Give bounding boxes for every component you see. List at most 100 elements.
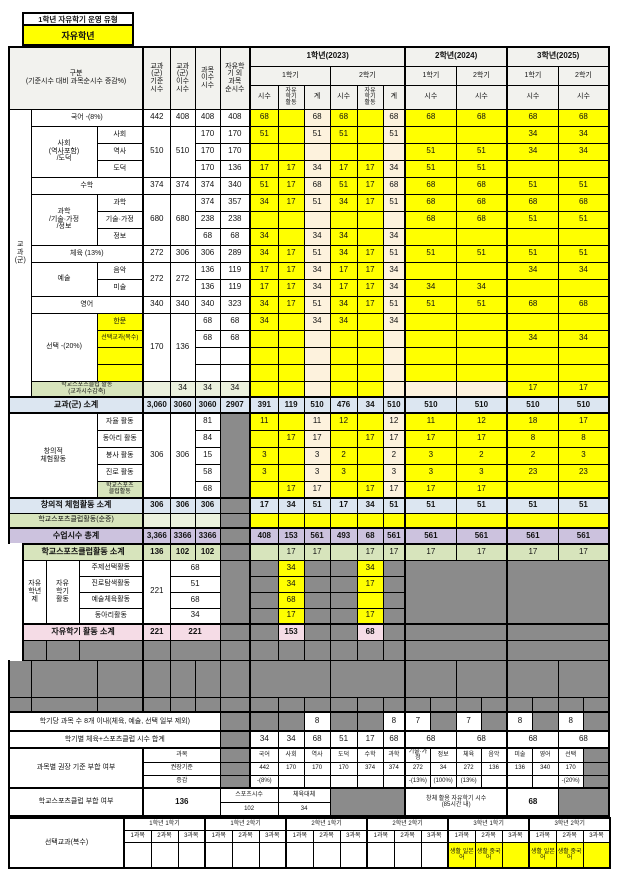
cell: 34 [382, 159, 406, 178]
cell: 119 [219, 278, 251, 297]
empty-cell [329, 591, 358, 609]
cell: 사회 [277, 746, 305, 763]
cell: 자유 학기 활동 [356, 84, 384, 110]
empty-cell [429, 711, 457, 732]
empty-cell [249, 591, 279, 609]
empty-cell [329, 329, 358, 348]
main-table-row: 시수 자유 학기 활동 계 시수 자유 학기 활동 계 시수 시수 시수 시수 [9, 84, 610, 110]
empty-cell [329, 210, 358, 229]
empty-cell [329, 559, 358, 577]
cell: 17 [506, 380, 559, 398]
cell: 51 [404, 295, 457, 314]
cell: 17 [356, 244, 384, 263]
cell: 11 [303, 412, 331, 431]
cell: 34 [329, 295, 358, 314]
cell: 교과(군) 소계 [8, 396, 144, 414]
empty-cell [45, 639, 80, 661]
empty-cell [277, 774, 305, 789]
main-table-row: 영어 340 340 340 323 34 17 51 34 17 51 51 51 68 68 [9, 295, 610, 314]
empty-cell [277, 363, 305, 382]
empty-cell [455, 380, 508, 398]
empty-cell [480, 696, 508, 713]
cell: 진로 활동 [96, 463, 144, 482]
main-table-row: 수학 374 374 374 340 51 17 68 51 17 68 68 68 51 51 [9, 176, 610, 195]
cell: 3 [303, 446, 331, 465]
cell: 51 [303, 125, 331, 144]
empty-cell [277, 463, 305, 482]
cell: 34 [249, 193, 279, 212]
empty-cell [303, 696, 331, 713]
empty-cell [557, 346, 610, 365]
cell: 17 [329, 278, 358, 297]
empty-cell [404, 329, 457, 348]
cell: 81 [194, 412, 221, 431]
cell: 17 [277, 295, 305, 314]
main-table-row [8, 696, 610, 713]
empty-cell [249, 711, 279, 732]
elective-table-row: 생활 일본어 생활 중국어 생활 일본어 생활 중국어 [9, 841, 611, 870]
cell: 680 [142, 193, 171, 246]
empty-cell [277, 142, 305, 161]
cell: 51 [557, 497, 610, 514]
cell: 306 [142, 497, 171, 514]
cell: 시수 [249, 84, 279, 110]
cell: 170 [194, 125, 221, 144]
cell: 3 [557, 446, 610, 465]
main-table-row: 교 과 (군) 국어 -(8%) 442 408 408 408 68 68 68 68 68 68 6… [8, 108, 610, 398]
cell: 17 [557, 412, 610, 431]
empty-cell [8, 659, 32, 698]
cell: 238 [194, 210, 221, 229]
cell: 학교스포츠클럽활동 소계 [22, 543, 144, 561]
cell: 동아리 활동 [96, 429, 144, 448]
cell: 306 [142, 412, 171, 499]
cell: 역사 [96, 142, 144, 161]
empty-cell [219, 774, 251, 789]
cell: 51 [506, 244, 559, 263]
cell: 221 [169, 623, 221, 641]
empty-cell [557, 227, 610, 246]
cell: 17 [356, 261, 384, 280]
main-table-row: 진로 활동 58 3 3 3 3 3 3 23 23 [9, 463, 610, 482]
cell: 51 [404, 244, 457, 263]
empty-cell [356, 711, 384, 732]
cell: 136 [506, 761, 533, 776]
cell: 과목 [142, 746, 221, 763]
cell: 102 [219, 801, 279, 818]
cell: 374 [356, 761, 384, 776]
empty-cell [277, 639, 305, 661]
empty-cell [22, 639, 47, 661]
cell: -(13%) [404, 774, 431, 789]
cell: 68 [506, 730, 559, 749]
cell: 1과목 [123, 829, 152, 843]
empty-cell [219, 730, 251, 749]
empty-cell [329, 480, 358, 499]
cell: 17 [356, 429, 384, 448]
cell: 체육 [455, 746, 482, 763]
cell: 68 [219, 329, 251, 348]
empty-cell [219, 711, 251, 732]
cell: 2과목 [474, 829, 503, 843]
cell: 3366 [194, 527, 221, 545]
cell: 34 [356, 559, 384, 577]
empty-cell [557, 480, 610, 499]
cell: 272 [142, 261, 171, 297]
cell: 34 [169, 380, 196, 398]
cell: 예술 [30, 261, 98, 297]
cell: 34 [194, 380, 221, 398]
empty-cell [382, 623, 406, 641]
empty-cell [404, 380, 457, 398]
cell: 학교스포츠클럽 부합 여부 [8, 787, 144, 817]
cell: 34 [219, 380, 251, 398]
main-table-row: 동아리 활동 84 17 17 17 17 17 17 8 8 [9, 429, 610, 448]
main-table-row: 사회 (역사포함) /도덕 사회 510 510 170 170 51 51 51 51 34 34 [9, 125, 610, 178]
empty-cell [404, 696, 431, 713]
cell: 34 [277, 575, 305, 593]
cell: 2과목 [555, 829, 584, 843]
cell: 408 [249, 527, 279, 545]
cell: 17 [356, 193, 384, 212]
empty-cell [177, 841, 206, 870]
cell: 시수 [455, 84, 508, 110]
cell: 289 [219, 244, 251, 263]
empty-cell [506, 512, 559, 529]
cell: 51 [404, 142, 457, 161]
